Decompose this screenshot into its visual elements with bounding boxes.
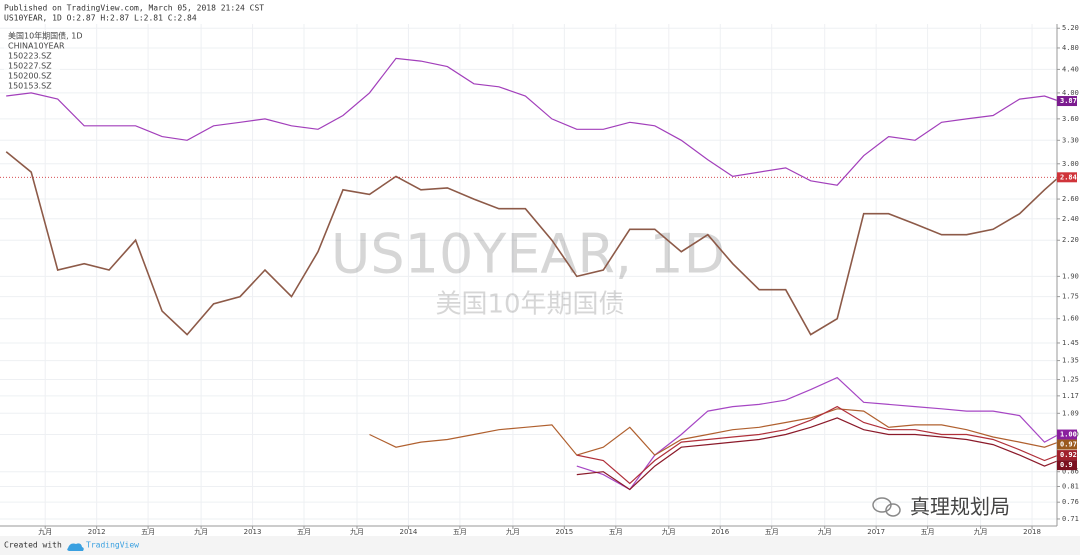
y-tick-label: 3.30 [1062,136,1079,144]
x-tick-label: 九月 [506,527,520,536]
y-tick-label: 4.00 [1062,89,1079,97]
last-value-box [1057,450,1077,461]
series-line [5,151,1060,336]
footer-brand: TradingView [86,541,139,550]
legend-entry: 150227.SZ [8,62,52,71]
watermark-symbol: US10YEAR, 1D [331,223,725,286]
last-value-label: 0.92 [1060,451,1077,459]
last-value-label: 0.9 [1060,461,1073,469]
x-tick-label: 2017 [867,528,885,536]
wechat-mark: 真理规划局 [872,495,1010,519]
x-tick-label: 九月 [350,527,364,536]
x-tick-label: 九月 [194,527,208,536]
y-tick-label: 4.40 [1062,65,1079,73]
grid [0,24,1057,526]
y-tick-label: 0.71 [1062,515,1079,523]
series-layer [0,57,1060,491]
ohlc: US10YEAR, 1D O:2.87 H:2.87 L:2.81 C:2.84 [4,14,197,23]
watermark-name: 美国10年期国债 [435,290,624,320]
y-tick-label: 4.80 [1062,44,1079,52]
x-tick-label: 五月 [141,528,155,536]
y-tick-label: 1.90 [1062,272,1079,280]
series-line [576,376,1059,491]
legend: 美国10年期国债, 1DCHINA10YEAR150223.SZ150227.S… [8,31,83,91]
x-tick-label: 五月 [453,528,467,536]
x-tick-label: 五月 [921,528,935,536]
y-axis-bg [1057,24,1080,526]
x-tick-label: 2014 [400,528,418,536]
wechat-icon [885,503,901,517]
y-tick-label: 1.60 [1062,315,1079,323]
y-tick-label: 0.81 [1062,482,1079,490]
footer-created: Created with [4,541,62,550]
last-value-box [1057,429,1077,440]
y-tick-label: 1.75 [1062,293,1079,301]
y-tick-label: 3.60 [1062,115,1079,123]
y-tick-label: 1.09 [1062,409,1079,417]
y-tick-label: 3.00 [1062,160,1079,168]
y-tick-label: 2.60 [1062,195,1079,203]
y-tick-label: 1.17 [1062,392,1079,400]
x-tick-label: 2018 [1023,528,1041,536]
x-tick-label: 五月 [765,528,779,536]
x-tick-label: 五月 [297,528,311,536]
y-tick-label: 5.20 [1062,24,1079,32]
last-value-box [1057,460,1077,471]
series-line [369,408,1059,456]
y-tick-label: 0.76 [1062,498,1079,506]
y-tick-label: 0.86 [1062,468,1079,476]
last-value-label: 2.84 [1060,173,1077,181]
legend-entry: 150153.SZ [8,82,52,91]
series-line [576,417,1059,491]
legend-bg [4,30,60,90]
y-tick-label: 1.25 [1062,376,1079,384]
y-tick-label: 2.20 [1062,236,1079,244]
series-line [6,57,1059,186]
footer-bg [0,536,1080,555]
y-tick-label: 2.40 [1062,215,1079,223]
y-tick-label: 1.35 [1062,357,1079,365]
last-value-label: 1.00 [1060,431,1077,439]
last-value-box [1057,439,1077,450]
x-tick-label: 九月 [974,527,988,536]
legend-entry: 150200.SZ [8,72,52,81]
last-value-label: 3.87 [1060,97,1077,105]
published: Published on TradingView.com, March 05, … [4,4,264,13]
wechat-name: 真理规划局 [910,495,1010,519]
x-tick-label: 2013 [244,528,262,536]
x-tick-label: 九月 [662,527,676,536]
legend-entry: CHINA10YEAR [8,42,65,51]
x-tick-label: 2012 [88,528,106,536]
axes: 5.20 4.80 4.40 4.00 3.60 3.30 3.00 2.60 2.40 2.20… [38,24,1079,536]
y-tick-label: 1.45 [1062,339,1079,347]
x-tick-label: 五月 [609,528,623,536]
x-tick-label: 九月 [38,527,52,536]
last-value-label: 0.97 [1060,441,1077,449]
x-tick-label: 九月 [818,527,832,536]
legend-entry: 150223.SZ [8,52,52,61]
last-value-box [1057,172,1077,183]
tv-logo [67,543,84,551]
series-line [576,405,1059,485]
x-tick-label: 2015 [555,528,573,536]
x-tick-label: 2016 [711,528,729,536]
legend-entry: 美国10年期国债, 1D [8,31,83,41]
last-value-box [1057,96,1077,107]
